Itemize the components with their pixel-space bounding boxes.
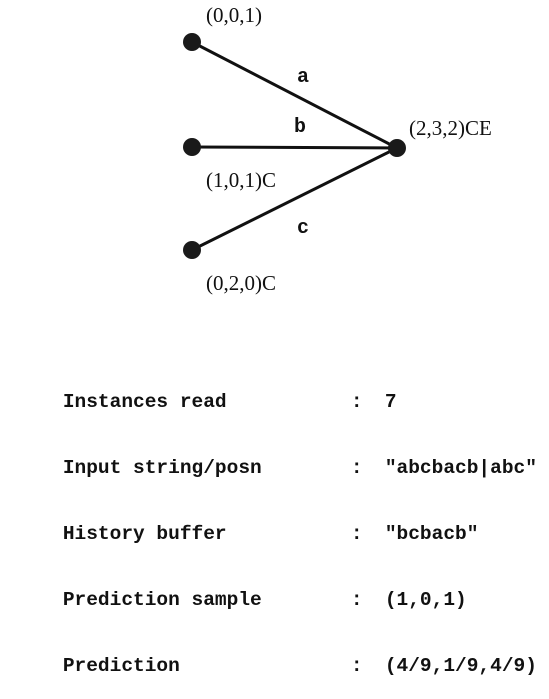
- status-row-prediction: Prediction: (4/9,1/9,4/9): [16, 633, 537, 677]
- node-top: [183, 33, 201, 51]
- status-key: History buffer: [62, 523, 227, 545]
- edge-b-line: [191, 145, 398, 150]
- state-graph-diagram: (0,0,1) (1,0,1)C (0,2,0)C (2,3,2)CE a b …: [183, 3, 492, 295]
- node-hub: [388, 139, 406, 157]
- node-bottom-label: (0,2,0)C: [206, 271, 276, 295]
- status-value: "abcbacb|abc": [384, 457, 537, 479]
- status-row-instances-read: Instances read:7: [16, 369, 537, 413]
- status-separator: :: [350, 589, 363, 611]
- status-value: 7: [384, 391, 397, 413]
- edge-b-label: b: [294, 116, 306, 139]
- node-middle: [183, 138, 201, 156]
- status-key: Prediction: [62, 655, 180, 677]
- status-separator: :: [350, 391, 363, 413]
- node-bottom: [183, 241, 201, 259]
- node-middle-label: (1,0,1)C: [206, 168, 276, 192]
- edge-a-line: [191, 40, 398, 150]
- status-key: Instances read: [62, 391, 227, 413]
- status-separator: :: [350, 457, 363, 479]
- edge-c-line: [191, 146, 398, 252]
- status-separator: :: [350, 523, 363, 545]
- edge-c-label: c: [297, 217, 309, 240]
- node-top-label: (0,0,1): [206, 3, 262, 27]
- status-row-history-buffer: History buffer: "bcbacb": [16, 501, 537, 545]
- edge-a-label: a: [297, 66, 309, 89]
- status-key: Input string/posn: [62, 457, 262, 479]
- status-value: "bcbacb": [384, 523, 479, 545]
- status-row-input-string: Input string/posn: "abcbacb|abc": [16, 435, 537, 479]
- status-key: Prediction sample: [62, 589, 262, 611]
- node-hub-label: (2,3,2)CE: [409, 116, 492, 140]
- status-separator: :: [350, 655, 363, 677]
- status-value: (4/9,1/9,4/9): [384, 655, 537, 677]
- status-row-prediction-sample: Prediction sample: (1,0,1): [16, 567, 537, 611]
- status-value: (1,0,1): [384, 589, 467, 611]
- status-panel: Instances read:7 Input string/posn: "abcb…: [16, 325, 537, 677]
